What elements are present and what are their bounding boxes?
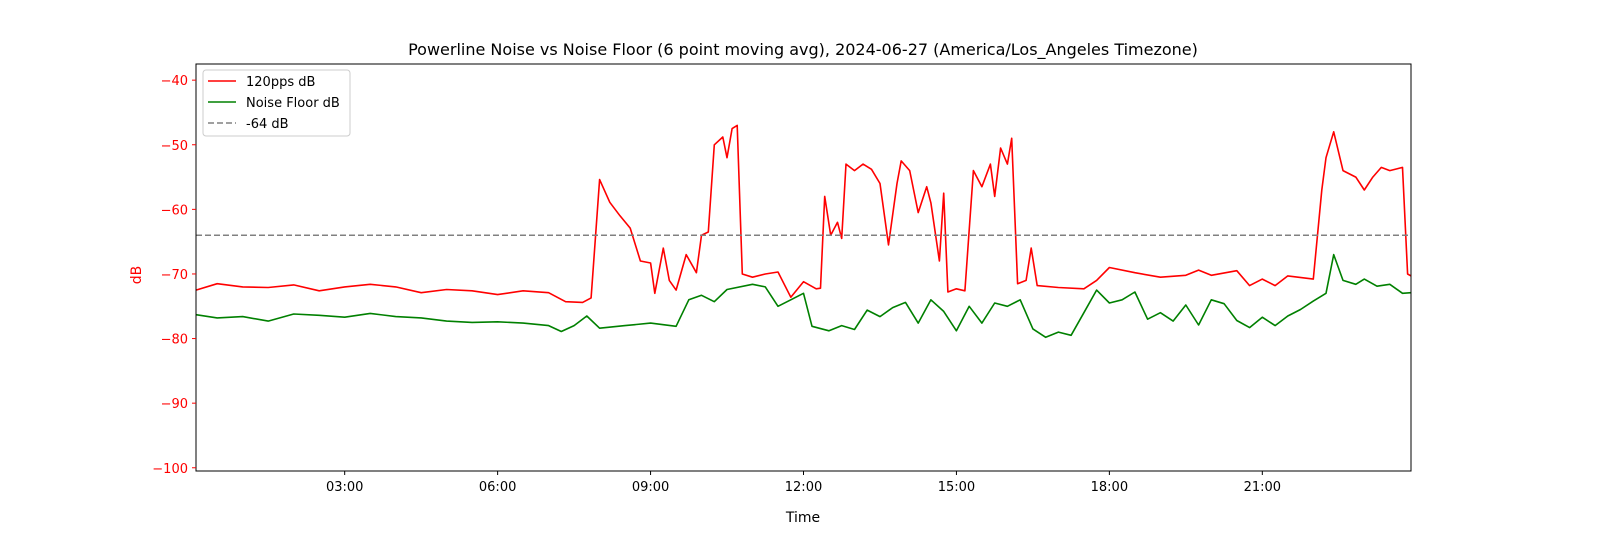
y-tick-label-1: −50	[161, 139, 188, 154]
y-tick-label-5: −90	[161, 397, 188, 412]
chart-title: Powerline Noise vs Noise Floor (6 point …	[408, 40, 1198, 60]
y-tick-label-4: −80	[161, 333, 188, 348]
plot-lines	[195, 124, 1412, 339]
y-tick-label-6: −100	[152, 462, 188, 477]
series-line-1	[195, 253, 1412, 339]
x-tick-label-1: 06:00	[479, 480, 516, 495]
series-line-0	[195, 124, 1412, 304]
x-tick-label-6: 21:00	[1244, 480, 1281, 495]
legend-label-1: Noise Floor dB	[246, 96, 340, 111]
legend-label-2: -64 dB	[246, 117, 289, 132]
x-tick-label-0: 03:00	[326, 480, 363, 495]
y-tick-label-3: −70	[161, 268, 188, 283]
x-tick-label-2: 09:00	[632, 480, 669, 495]
y-axis-label: dB	[129, 266, 145, 285]
plot-area-frame	[195, 63, 1412, 472]
x-axis-ticks: 03:00 06:00 09:00 12:00 15:00 18:00 21:00	[326, 471, 1281, 495]
legend-box	[202, 69, 351, 137]
legend: 120pps dB Noise Floor dB -64 dB	[202, 69, 351, 137]
legend-label-0: 120pps dB	[246, 75, 315, 90]
x-tick-label-5: 18:00	[1091, 480, 1128, 495]
x-tick-label-3: 12:00	[785, 480, 822, 495]
x-axis-label: Time	[785, 510, 820, 526]
y-tick-label-2: −60	[161, 203, 188, 218]
x-tick-label-4: 15:00	[938, 480, 975, 495]
y-tick-label-0: −40	[161, 74, 188, 89]
y-axis-ticks: −40 −50 −60 −70 −80 −90 −100	[152, 74, 196, 477]
